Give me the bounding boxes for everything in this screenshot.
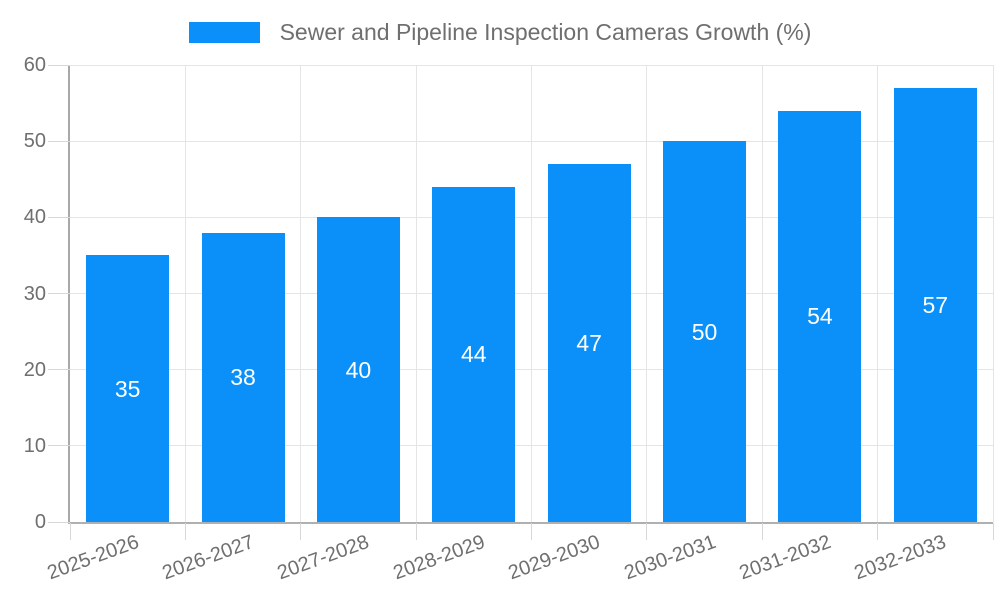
x-axis-tick bbox=[184, 523, 186, 540]
bar[interactable] bbox=[432, 186, 516, 522]
y-axis-tick bbox=[48, 521, 70, 523]
bar-value-label: 50 bbox=[691, 318, 718, 345]
bar-value-label: 54 bbox=[807, 303, 833, 330]
bar[interactable] bbox=[893, 87, 977, 522]
y-axis-tick-label: 40 bbox=[23, 206, 46, 229]
bar[interactable] bbox=[778, 110, 862, 522]
bar-value-label: 44 bbox=[461, 341, 487, 368]
bar[interactable] bbox=[201, 232, 285, 522]
x-axis-tick bbox=[69, 523, 71, 540]
y-axis-tick-label: 30 bbox=[23, 282, 46, 305]
y-axis-tick-label: 60 bbox=[23, 54, 46, 76]
x-axis-tick bbox=[531, 523, 532, 540]
bar[interactable] bbox=[663, 141, 747, 522]
y-axis-tick bbox=[48, 369, 70, 371]
x-axis-line bbox=[68, 522, 993, 524]
y-axis-line bbox=[68, 65, 70, 524]
y-axis-tick bbox=[48, 216, 70, 218]
gridline-vertical bbox=[415, 65, 417, 522]
gridline-vertical bbox=[646, 65, 648, 522]
x-axis-tick bbox=[646, 523, 648, 540]
bar-value-label: 47 bbox=[576, 330, 602, 356]
x-axis-tick bbox=[761, 523, 763, 540]
bar-value-label: 38 bbox=[230, 364, 256, 391]
y-axis-tick bbox=[48, 140, 70, 142]
bar[interactable] bbox=[316, 217, 400, 522]
y-axis-tick-label: 10 bbox=[23, 434, 46, 457]
bar-value-label: 35 bbox=[114, 375, 141, 402]
bar[interactable] bbox=[86, 255, 170, 522]
x-axis-tick bbox=[992, 523, 994, 540]
y-axis-tick-label: 0 bbox=[34, 511, 46, 533]
gridline-vertical bbox=[877, 65, 879, 522]
gridline-vertical bbox=[531, 65, 532, 522]
x-axis-tick bbox=[415, 523, 417, 540]
y-axis-tick bbox=[48, 64, 70, 66]
bar-value-label: 57 bbox=[922, 291, 949, 318]
bar[interactable] bbox=[547, 164, 631, 522]
gridline-vertical bbox=[761, 65, 763, 522]
bar-value-label: 40 bbox=[345, 356, 372, 383]
x-axis-tick bbox=[877, 523, 879, 540]
gridline-vertical bbox=[184, 65, 186, 522]
legend-swatch-icon bbox=[188, 22, 260, 43]
x-axis-tick bbox=[300, 523, 302, 540]
legend-item[interactable]: Sewer and Pipeline Inspection Cameras Gr… bbox=[188, 19, 812, 45]
gridline-vertical bbox=[300, 65, 302, 522]
y-axis-tick bbox=[48, 293, 70, 294]
gridline-vertical bbox=[992, 65, 994, 522]
y-axis-tick-label: 50 bbox=[23, 130, 46, 153]
legend-label: Sewer and Pipeline Inspection Cameras Gr… bbox=[279, 19, 812, 45]
y-axis-tick bbox=[48, 445, 70, 447]
y-axis-tick-label: 20 bbox=[23, 358, 46, 381]
legend: Sewer and Pipeline Inspection Cameras Gr… bbox=[0, 20, 1000, 45]
